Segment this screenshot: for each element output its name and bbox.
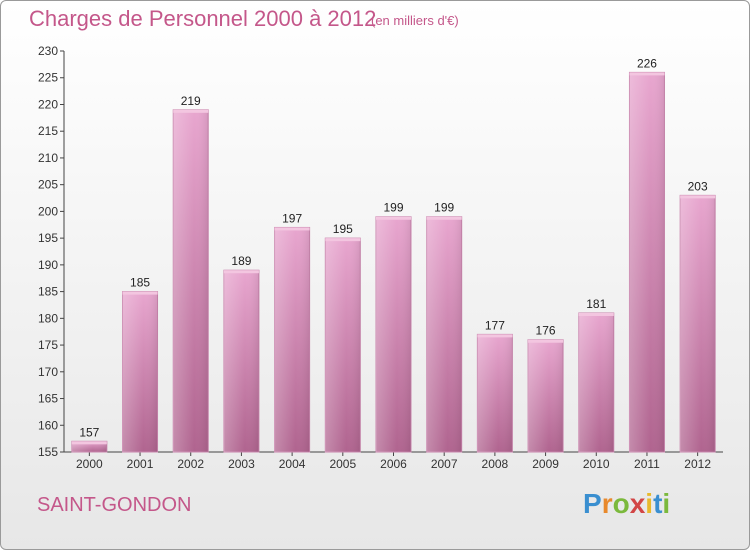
bar-shine-2002	[173, 109, 209, 453]
y-tick-label: 215	[38, 124, 58, 138]
x-tick-label-2001: 2001	[127, 457, 154, 471]
bar-shine-2008	[477, 334, 513, 452]
x-tick-label-2000: 2000	[76, 457, 103, 471]
y-tick-label: 155	[38, 445, 58, 459]
bar-top-2007	[426, 216, 462, 220]
x-tick-label-2010: 2010	[583, 457, 610, 471]
y-tick-label: 160	[38, 418, 58, 432]
bar-shine-2011	[629, 72, 665, 453]
chart-data-labels: 157 185 219 189 197 195 199 199 177 176 181 226 203	[79, 56, 708, 439]
bar-top-2000	[71, 441, 107, 445]
logo-letter: t	[653, 488, 663, 519]
x-tick-label-2012: 2012	[684, 457, 711, 471]
bar-top-2011	[629, 72, 665, 76]
logo-letter: o	[612, 488, 630, 519]
data-label-2008: 177	[485, 318, 505, 332]
logo-letter: P	[583, 488, 602, 519]
bar-shine-2006	[376, 216, 411, 452]
data-label-2007: 199	[434, 201, 454, 215]
bar-top-2005	[325, 238, 361, 242]
data-label-2001: 185	[130, 276, 150, 290]
bar-top-2006	[376, 216, 411, 220]
bar-top-2003	[223, 270, 259, 274]
bar-shine-2001	[122, 291, 158, 452]
y-tick-label: 170	[38, 365, 58, 379]
logo-letter: i	[645, 488, 654, 519]
y-tick-label: 190	[38, 258, 58, 272]
logo-letter: x	[629, 488, 646, 519]
data-label-2000: 157	[79, 425, 99, 439]
bar-shine-2005	[325, 238, 361, 452]
data-label-2004: 197	[282, 211, 302, 225]
commune-name: SAINT-GONDON	[37, 494, 192, 516]
bar-shine-2000	[71, 441, 107, 452]
bar-top-2009	[528, 339, 564, 343]
bar-top-2001	[122, 291, 158, 295]
y-tick-label: 185	[38, 285, 58, 299]
bar-shine-2007	[426, 216, 462, 452]
x-tick-label-2011: 2011	[634, 457, 660, 471]
x-tick-label-2004: 2004	[279, 457, 306, 471]
logo-letter: i	[662, 488, 671, 519]
x-tick-label-2002: 2002	[177, 457, 204, 471]
bar-top-2004	[274, 227, 310, 231]
bar-top-2008	[477, 334, 513, 338]
bar-shine-2012	[680, 195, 716, 453]
data-label-2011: 226	[637, 56, 657, 70]
bar-top-2002	[173, 109, 209, 113]
bar-shine-2004	[274, 227, 310, 452]
x-tick-label-2005: 2005	[329, 457, 356, 471]
x-tick-label-2009: 2009	[532, 457, 559, 471]
y-tick-label: 195	[38, 231, 58, 245]
logo-letter: r	[601, 488, 613, 519]
data-label-2009: 176	[536, 324, 556, 338]
y-tick-label: 205	[38, 178, 58, 192]
data-label-2002: 219	[181, 94, 201, 108]
bar-shine-2010	[578, 312, 614, 452]
data-label-2010: 181	[586, 297, 606, 311]
bar-top-2012	[680, 195, 716, 199]
y-tick-label: 225	[38, 71, 58, 85]
y-tick-label: 230	[38, 44, 58, 58]
chart-unit-note: (en milliers d'€)	[371, 13, 459, 28]
data-label-2005: 195	[333, 222, 353, 236]
y-tick-label: 210	[38, 151, 58, 165]
data-label-2006: 199	[383, 201, 403, 215]
bar-shine-2003	[223, 270, 259, 452]
data-label-2012: 203	[688, 179, 708, 193]
x-tick-label-2003: 2003	[228, 457, 255, 471]
y-tick-label: 220	[38, 97, 58, 111]
y-tick-label: 165	[38, 392, 58, 406]
bar-top-2010	[578, 312, 614, 316]
y-tick-label: 180	[38, 311, 58, 325]
x-tick-label-2006: 2006	[380, 457, 407, 471]
x-tick-label-2007: 2007	[431, 457, 458, 471]
chart-title: Charges de Personnel 2000 à 2012	[29, 6, 377, 31]
bar-shine-2009	[528, 339, 564, 452]
chart-bars	[71, 71, 716, 453]
x-tick-label-2008: 2008	[482, 457, 509, 471]
y-tick-label: 200	[38, 204, 58, 218]
proxiti-logo: Proxiti	[583, 488, 670, 520]
data-label-2003: 189	[231, 254, 251, 268]
y-tick-label: 175	[38, 338, 58, 352]
chart-axes: 155 160 165 170 175 180 185 190 195 200 205 210 215 2…	[38, 44, 723, 471]
